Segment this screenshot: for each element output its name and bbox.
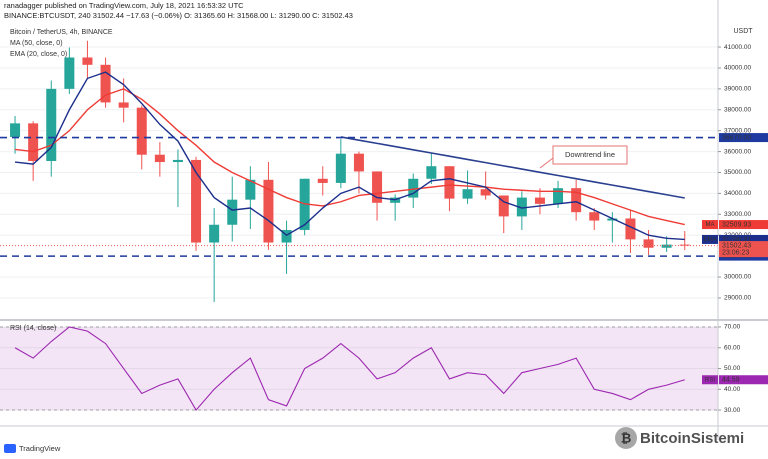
last-price-label-extra: 23:06:23: [722, 249, 749, 256]
legend-ema: EMA (20, close, 0): [10, 51, 67, 58]
level-label-box: [719, 133, 768, 143]
annotation-text: Downtrend line: [565, 150, 615, 159]
candle-body: [335, 153, 346, 183]
symbol-line: BINANCE:BTCUSDT, 240 31502.44 −17.63 (−0…: [4, 11, 353, 20]
series-tag-box: [702, 375, 718, 385]
candle-body: [154, 154, 165, 163]
series-tag: EMA: [703, 237, 716, 243]
candle-body: [46, 88, 57, 161]
y-tick-label: 34000.00: [724, 190, 751, 197]
y-tick-label: 38000.00: [724, 106, 751, 113]
y-tick-label: 40000.00: [724, 65, 751, 72]
candle-body: [426, 166, 437, 179]
candle-body: [100, 64, 111, 103]
candle-body: [281, 229, 292, 243]
candle-body: [191, 159, 202, 243]
candle-body: [480, 189, 491, 196]
watermark: BitcoinSistemi: [640, 430, 744, 447]
series-last-value: 44.59: [722, 377, 740, 384]
brand-logo: [4, 444, 16, 453]
series-last-value-box: [719, 234, 768, 244]
y-tick-label: 50.00: [724, 365, 741, 372]
axis-layer: 29000.0030000.0032000.0033000.0034000.00…: [702, 44, 768, 414]
candle-body: [353, 153, 364, 172]
brand-name: TradingView: [19, 444, 61, 453]
candle-body: [571, 188, 582, 213]
series-last-value: 31796.81: [722, 236, 751, 243]
series-last-value-box: [719, 220, 768, 230]
grid-layer: [0, 46, 718, 411]
series-last-value-box: [719, 375, 768, 385]
watermark-icon: [615, 427, 637, 449]
series-line: [14, 71, 685, 241]
series-last-value: 32509.93: [722, 221, 751, 228]
candle-body: [245, 179, 256, 200]
plot-layer: [0, 40, 718, 411]
candle-body: [136, 107, 147, 155]
candle-body: [516, 197, 527, 217]
candle-body: [643, 239, 654, 248]
legend-ma: MA (50, close, 0): [10, 40, 63, 47]
y-tick-label: 29000.00: [724, 295, 751, 302]
candle-body: [607, 218, 618, 221]
y-tick-label: 35000.00: [724, 169, 751, 176]
series-tag: MA: [706, 222, 715, 228]
last-price-label-box: [719, 241, 768, 258]
y-tick-label: 60.00: [724, 344, 741, 351]
y-tick-label: 41000.00: [724, 44, 751, 51]
series-tag-box: [702, 220, 718, 230]
currency-label: USDT: [733, 28, 753, 35]
candle-body: [227, 199, 238, 225]
candle-body: [10, 123, 21, 137]
candle-body: [589, 212, 600, 221]
rsi-band: [0, 326, 718, 411]
y-tick-label: 36000.00: [724, 148, 751, 155]
chart-title: Bitcoin / TetherUS, 4h, BINANCE: [10, 29, 113, 36]
candle-body: [209, 224, 220, 243]
y-tick-label: 30000.00: [724, 274, 751, 281]
candle-body: [172, 159, 183, 163]
candle-body: [28, 123, 39, 161]
candle-body: [118, 102, 129, 108]
candle-body: [64, 57, 75, 89]
candle-body: [408, 178, 419, 198]
candle-body: [372, 171, 383, 203]
series-line: [340, 136, 685, 199]
candle-body: [444, 166, 455, 199]
rsi-title: RSI (14, close): [10, 325, 56, 332]
last-price-label: 31502.43: [722, 242, 751, 249]
y-tick-label: 40.00: [724, 386, 741, 393]
candle-body: [553, 188, 564, 204]
series-tag-box: [702, 234, 718, 244]
annotation-box: [552, 145, 628, 165]
watermark-icon-glyph: ₿: [621, 430, 632, 445]
level-label: 36670.00: [722, 134, 751, 141]
y-tick-label: 70.00: [724, 324, 741, 331]
y-tick-label: 39000.00: [724, 86, 751, 93]
series-line: [14, 88, 685, 226]
y-tick-label: 37000.00: [724, 127, 751, 134]
candle-body: [462, 189, 473, 199]
y-tick-label: 30.00: [724, 407, 741, 414]
candle-body: [317, 178, 328, 183]
candle-body: [661, 244, 672, 248]
candle-body: [498, 195, 509, 217]
series-tag: RSI: [705, 377, 715, 383]
candle-body: [534, 197, 545, 204]
series-line: [14, 326, 685, 411]
candle-body: [625, 218, 636, 240]
publisher-line: ranadagger published on TradingView.com,…: [4, 1, 244, 10]
annotation-pointer: [539, 157, 554, 169]
candle-body: [82, 57, 93, 65]
candle-body: [263, 179, 274, 243]
y-tick-label: 33000.00: [724, 211, 751, 218]
